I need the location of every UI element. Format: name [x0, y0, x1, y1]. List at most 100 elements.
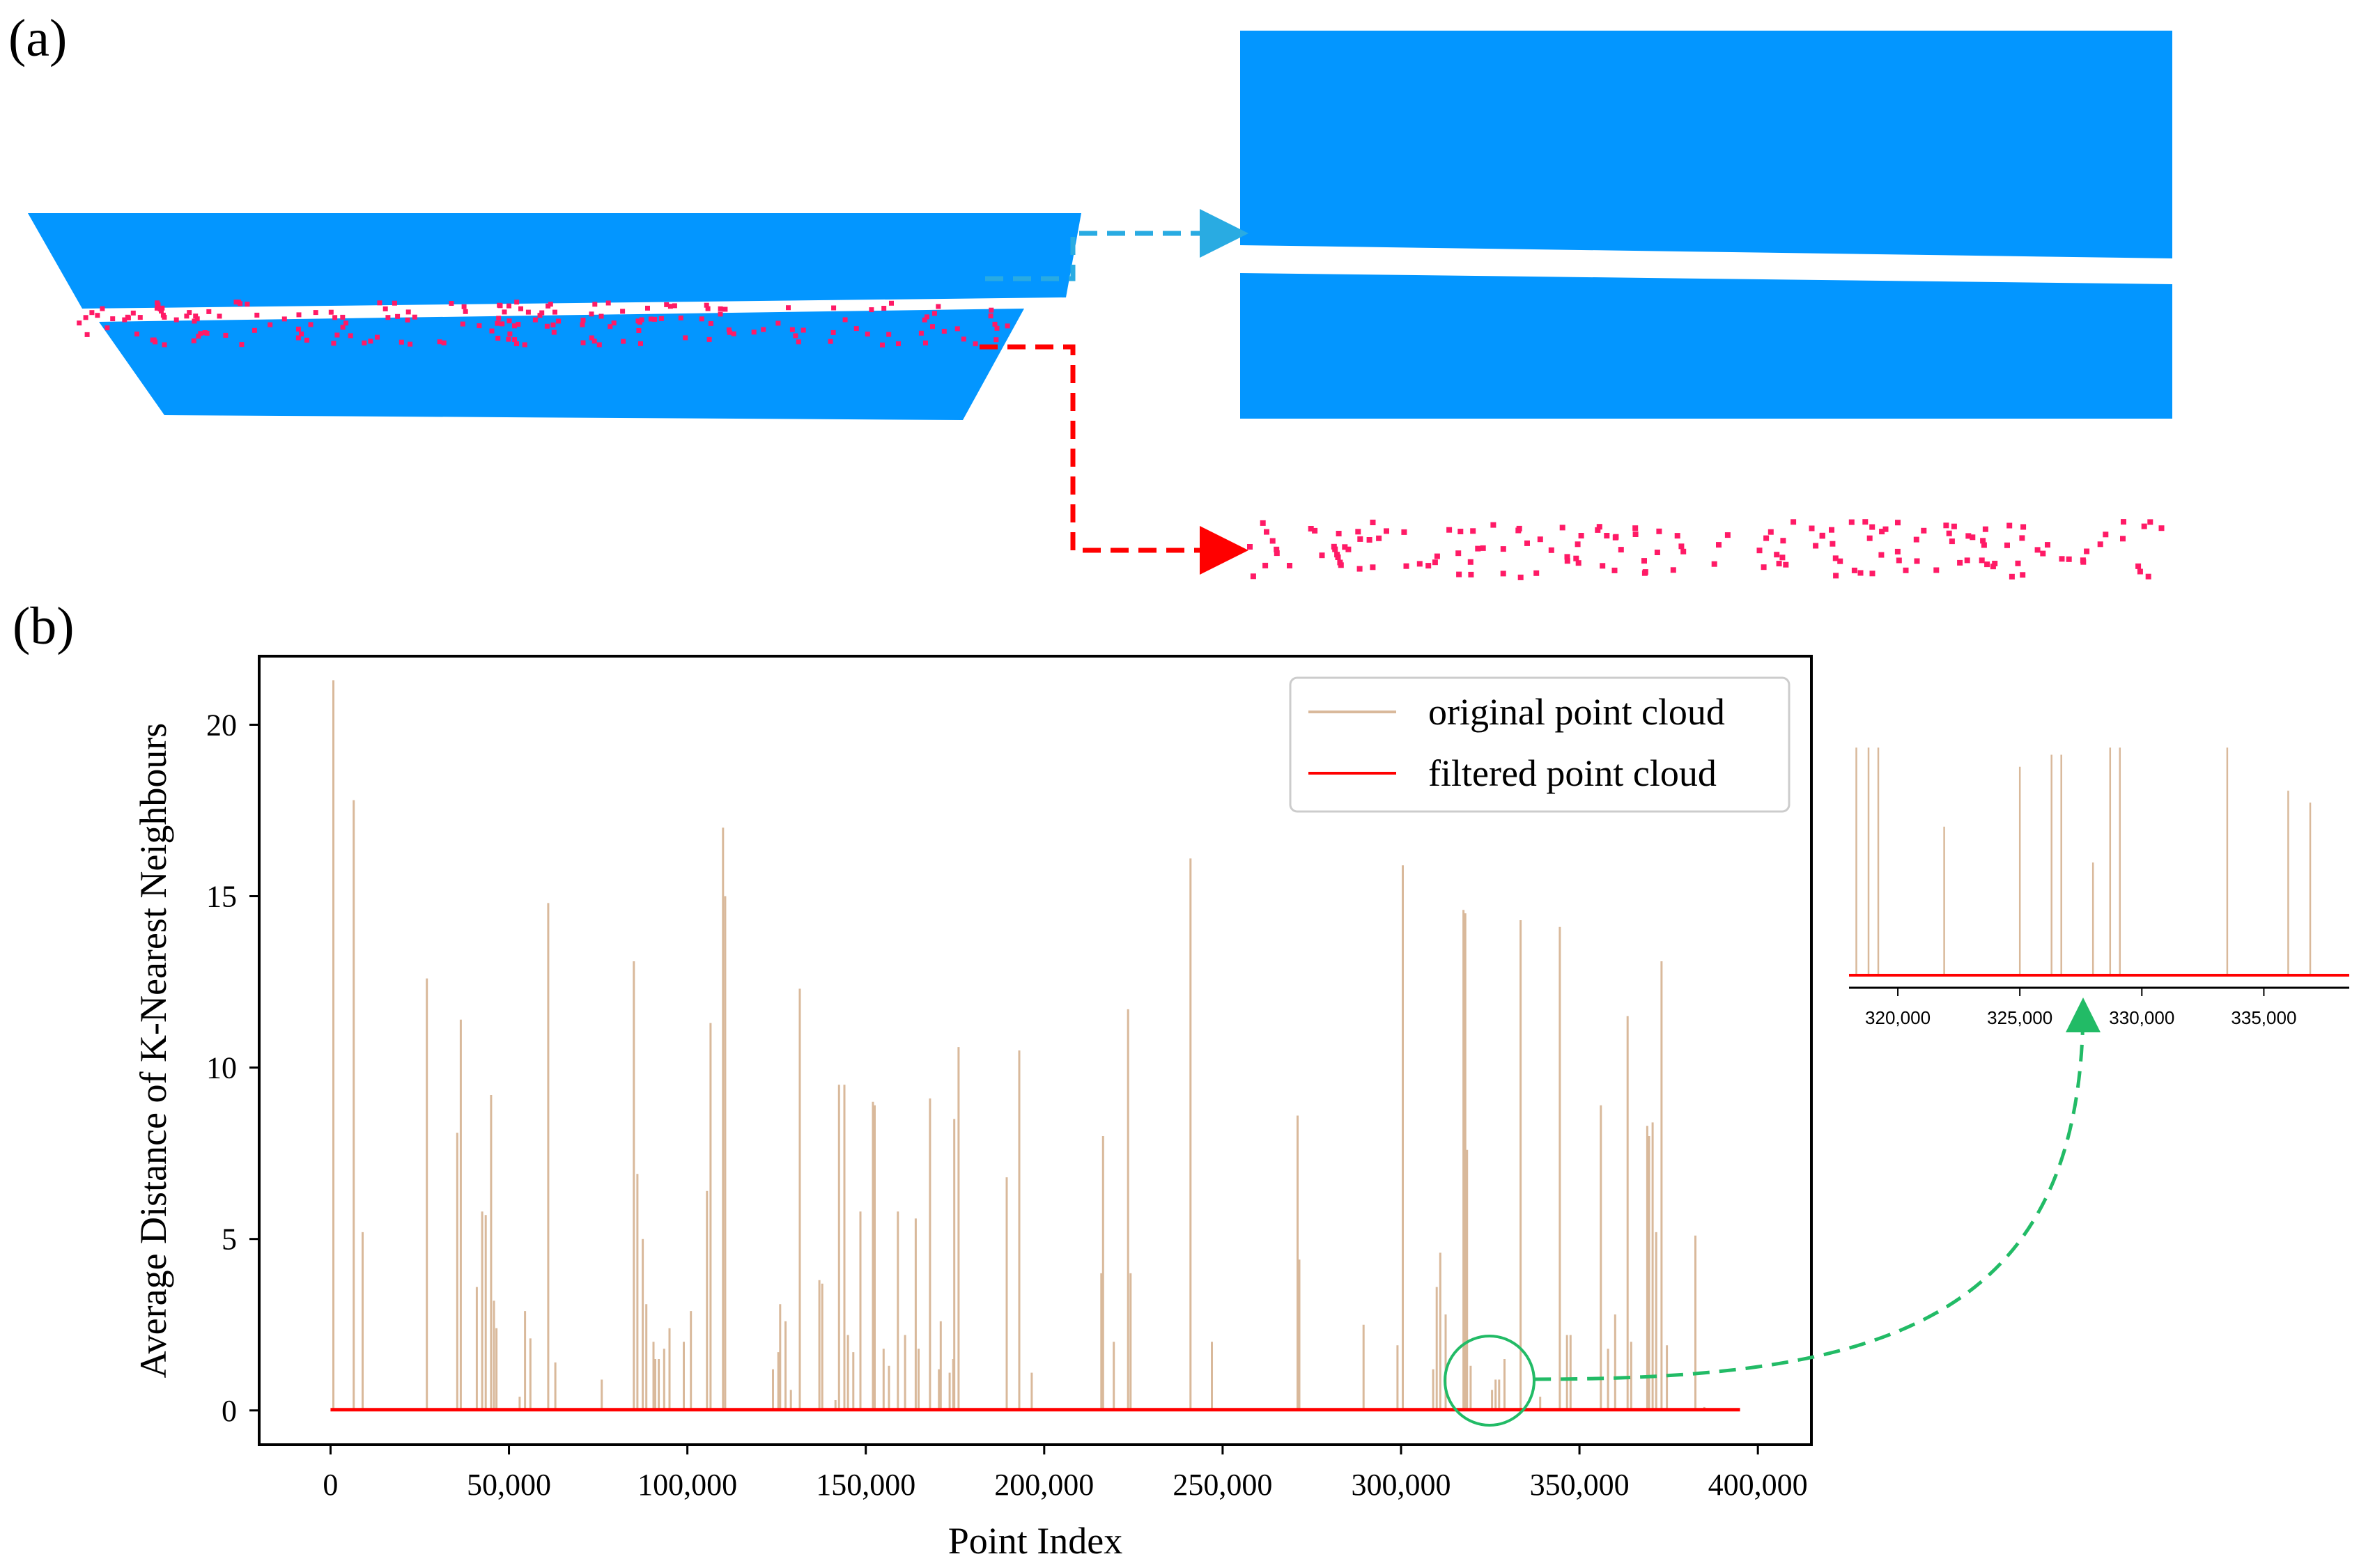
outlier-point [1724, 532, 1731, 538]
outlier-point [611, 320, 617, 326]
outlier-point [193, 313, 199, 319]
outlier-point [1833, 573, 1839, 579]
outlier-point [1338, 562, 1344, 568]
outlier-point [506, 336, 511, 342]
outlier-point [580, 322, 585, 327]
outlier-point [2147, 519, 2153, 525]
outlier-point [828, 339, 833, 344]
outlier-point [637, 320, 642, 325]
outlier-point [1262, 562, 1269, 568]
y-tick-label: 0 [222, 1394, 237, 1428]
outlier-point [83, 315, 88, 320]
outlier-point [1869, 570, 1875, 577]
outlier-point [546, 303, 551, 309]
outlier-point [1456, 571, 1462, 577]
x-tick-label: 50,000 [467, 1468, 551, 1502]
outlier-point [1894, 548, 1901, 554]
x-tick-label: 300,000 [1351, 1468, 1451, 1502]
outlier-point [1517, 574, 1524, 580]
outlier-point [598, 313, 604, 319]
outlier-point [162, 342, 167, 348]
outlier-point [645, 305, 650, 311]
outlier-point [441, 340, 447, 346]
outlier-point [1711, 561, 1717, 567]
outlier-point [1308, 526, 1314, 531]
outlier-point [1913, 536, 1919, 543]
outlier-point [395, 313, 401, 319]
outlier-point [2121, 519, 2126, 525]
outlier-point [1914, 558, 1920, 564]
outlier-point [198, 331, 203, 336]
outlier-point [382, 306, 388, 311]
outlier-point [699, 316, 704, 322]
inset-x-tick-label: 330,000 [2109, 1007, 2174, 1028]
outlier-point [1882, 526, 1889, 532]
outlier-point [507, 331, 513, 336]
outlier-point [304, 337, 309, 343]
outlier-point [620, 309, 626, 314]
outlier-point [727, 329, 732, 335]
outlier-point [1370, 564, 1376, 570]
outlier-point [1895, 520, 1901, 526]
outlier-point [678, 316, 683, 320]
cloud-arrow [985, 209, 1248, 281]
outlier-point [941, 329, 947, 334]
outlier-point [268, 322, 273, 327]
outlier-point [1432, 559, 1438, 566]
legend-label-original: original point cloud [1428, 691, 1725, 733]
right-outlier-points [1247, 519, 2165, 580]
outlier-point [1600, 563, 1606, 569]
outlier-point [313, 310, 318, 316]
outlier-point [1674, 533, 1680, 539]
outlier-point [1982, 526, 1988, 532]
outlier-point [1809, 525, 1815, 531]
outlier-point [726, 327, 732, 333]
outlier-point [192, 318, 197, 324]
outlier-point [202, 330, 208, 335]
outlier-point [1830, 541, 1836, 547]
outlier-point [2135, 563, 2142, 569]
right-upper-cloud [1240, 31, 2172, 258]
x-tick-label: 400,000 [1708, 1468, 1808, 1502]
outlier-point [461, 304, 467, 309]
outlier-point [658, 316, 664, 321]
outlier-point [506, 303, 511, 309]
outlier-point [591, 339, 597, 344]
outlier-point [1425, 563, 1432, 569]
original-series-spikes [332, 680, 1706, 1411]
outlier-point [299, 331, 304, 336]
outlier-point [800, 327, 806, 333]
outlier-point [489, 328, 495, 334]
outlier-point [514, 300, 520, 305]
outlier-point [881, 306, 887, 311]
outlier-point [518, 306, 523, 311]
outlier-point [1832, 555, 1839, 561]
outlier-point [830, 329, 836, 335]
outlier-point [1548, 547, 1554, 553]
outlier-point [869, 307, 874, 313]
outlier-point [708, 320, 713, 326]
outlier-point [1559, 525, 1565, 531]
outlier-point [1866, 535, 1873, 541]
outlier-point [2009, 573, 2015, 580]
outlier-point [1613, 534, 1619, 540]
outlier-point [796, 339, 801, 345]
outlier-point [1332, 546, 1338, 552]
outlier-point [636, 328, 642, 333]
outlier-point [1312, 527, 1318, 534]
outlier-point [348, 333, 353, 339]
outlier-point [936, 304, 941, 309]
outlier-point [1641, 558, 1647, 564]
x-tick-label: 350,000 [1530, 1468, 1630, 1502]
outlier-point [718, 306, 723, 311]
outlier-point [1357, 536, 1363, 542]
outlier-point [1763, 535, 1770, 541]
outlier-point [1879, 529, 1885, 535]
outlier-point [405, 317, 410, 323]
outlier-point [2158, 525, 2165, 531]
outlier-point [187, 310, 192, 316]
y-axis-ticks: 0 5 10 15 20 [206, 708, 259, 1428]
outlier-point [1618, 547, 1624, 553]
outlier-point [399, 339, 404, 345]
